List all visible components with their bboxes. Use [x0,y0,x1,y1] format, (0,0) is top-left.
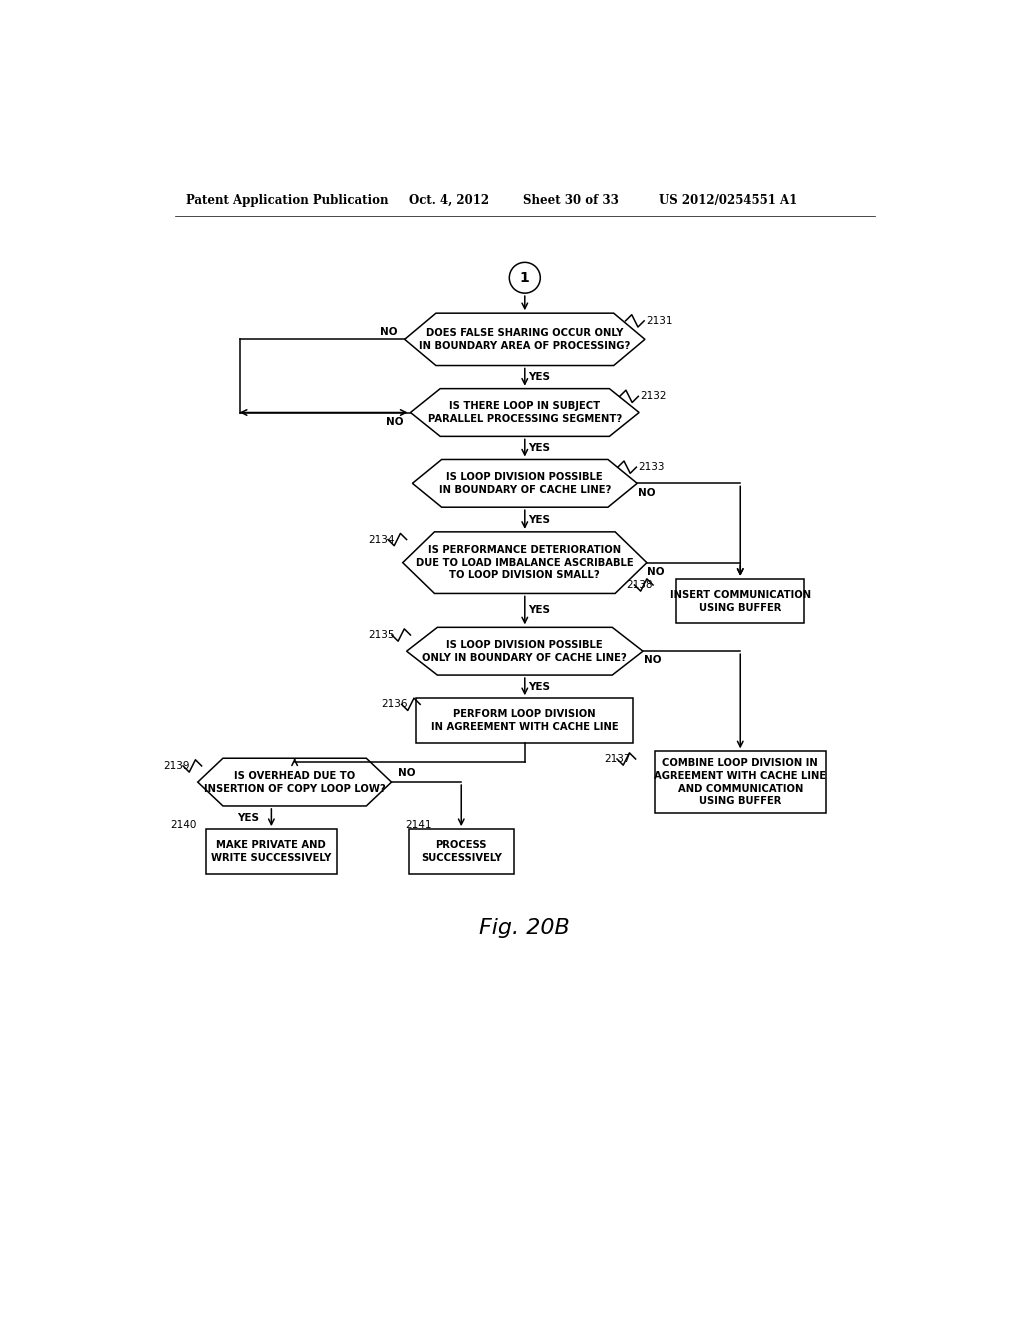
Text: 2136: 2136 [381,700,408,709]
Bar [409,829,514,874]
Text: NO: NO [647,566,665,577]
Text: 2131: 2131 [646,315,673,326]
Text: NO: NO [638,487,655,498]
Text: PROCESS
SUCCESSIVELY: PROCESS SUCCESSIVELY [421,840,502,863]
Text: 1: 1 [520,271,529,285]
Bar [655,751,825,813]
Text: US 2012/0254551 A1: US 2012/0254551 A1 [658,194,797,207]
Text: IS PERFORMANCE DETERIORATION
DUE TO LOAD IMBALANCE ASCRIBABLE
TO LOOP DIVISION S: IS PERFORMANCE DETERIORATION DUE TO LOAD… [416,545,634,581]
Text: NO: NO [643,656,662,665]
Text: MAKE PRIVATE AND
WRITE SUCCESSIVELY: MAKE PRIVATE AND WRITE SUCCESSIVELY [211,840,332,863]
Text: INSERT COMMUNICATION
USING BUFFER: INSERT COMMUNICATION USING BUFFER [670,590,811,612]
Text: 2137: 2137 [604,754,631,764]
Text: YES: YES [527,372,550,381]
Text: Patent Application Publication: Patent Application Publication [186,194,389,207]
Text: 2139: 2139 [163,760,189,771]
Bar [417,698,633,743]
Text: 2141: 2141 [406,820,431,830]
Text: NO: NO [398,768,416,777]
Text: Fig. 20B: Fig. 20B [479,919,570,939]
Bar [206,829,337,874]
Text: 2140: 2140 [171,820,197,830]
Text: 2133: 2133 [639,462,666,473]
Text: PERFORM LOOP DIVISION
IN AGREEMENT WITH CACHE LINE: PERFORM LOOP DIVISION IN AGREEMENT WITH … [431,709,618,731]
Text: IS OVERHEAD DUE TO
INSERTION OF COPY LOOP LOW?: IS OVERHEAD DUE TO INSERTION OF COPY LOO… [204,771,385,793]
Text: YES: YES [527,606,550,615]
Text: NO: NO [386,417,403,426]
Text: YES: YES [527,681,550,692]
Text: IS LOOP DIVISION POSSIBLE
ONLY IN BOUNDARY OF CACHE LINE?: IS LOOP DIVISION POSSIBLE ONLY IN BOUNDA… [423,640,627,663]
Bar [676,578,804,623]
Text: 2135: 2135 [368,630,394,640]
Text: YES: YES [527,444,550,453]
Text: Oct. 4, 2012: Oct. 4, 2012 [409,194,488,207]
Text: YES: YES [238,813,259,822]
Text: 2134: 2134 [368,535,394,545]
Text: 2132: 2132 [641,391,668,401]
Text: 2138: 2138 [626,579,652,590]
Text: NO: NO [381,326,398,337]
Text: YES: YES [527,515,550,524]
Text: DOES FALSE SHARING OCCUR ONLY
IN BOUNDARY AREA OF PROCESSING?: DOES FALSE SHARING OCCUR ONLY IN BOUNDAR… [419,327,631,351]
Text: Sheet 30 of 33: Sheet 30 of 33 [523,194,620,207]
Text: IS LOOP DIVISION POSSIBLE
IN BOUNDARY OF CACHE LINE?: IS LOOP DIVISION POSSIBLE IN BOUNDARY OF… [438,473,611,495]
Text: IS THERE LOOP IN SUBJECT
PARALLEL PROCESSING SEGMENT?: IS THERE LOOP IN SUBJECT PARALLEL PROCES… [428,401,622,424]
Text: COMBINE LOOP DIVISION IN
AGREEMENT WITH CACHE LINE
AND COMMUNICATION
USING BUFFE: COMBINE LOOP DIVISION IN AGREEMENT WITH … [654,758,826,807]
